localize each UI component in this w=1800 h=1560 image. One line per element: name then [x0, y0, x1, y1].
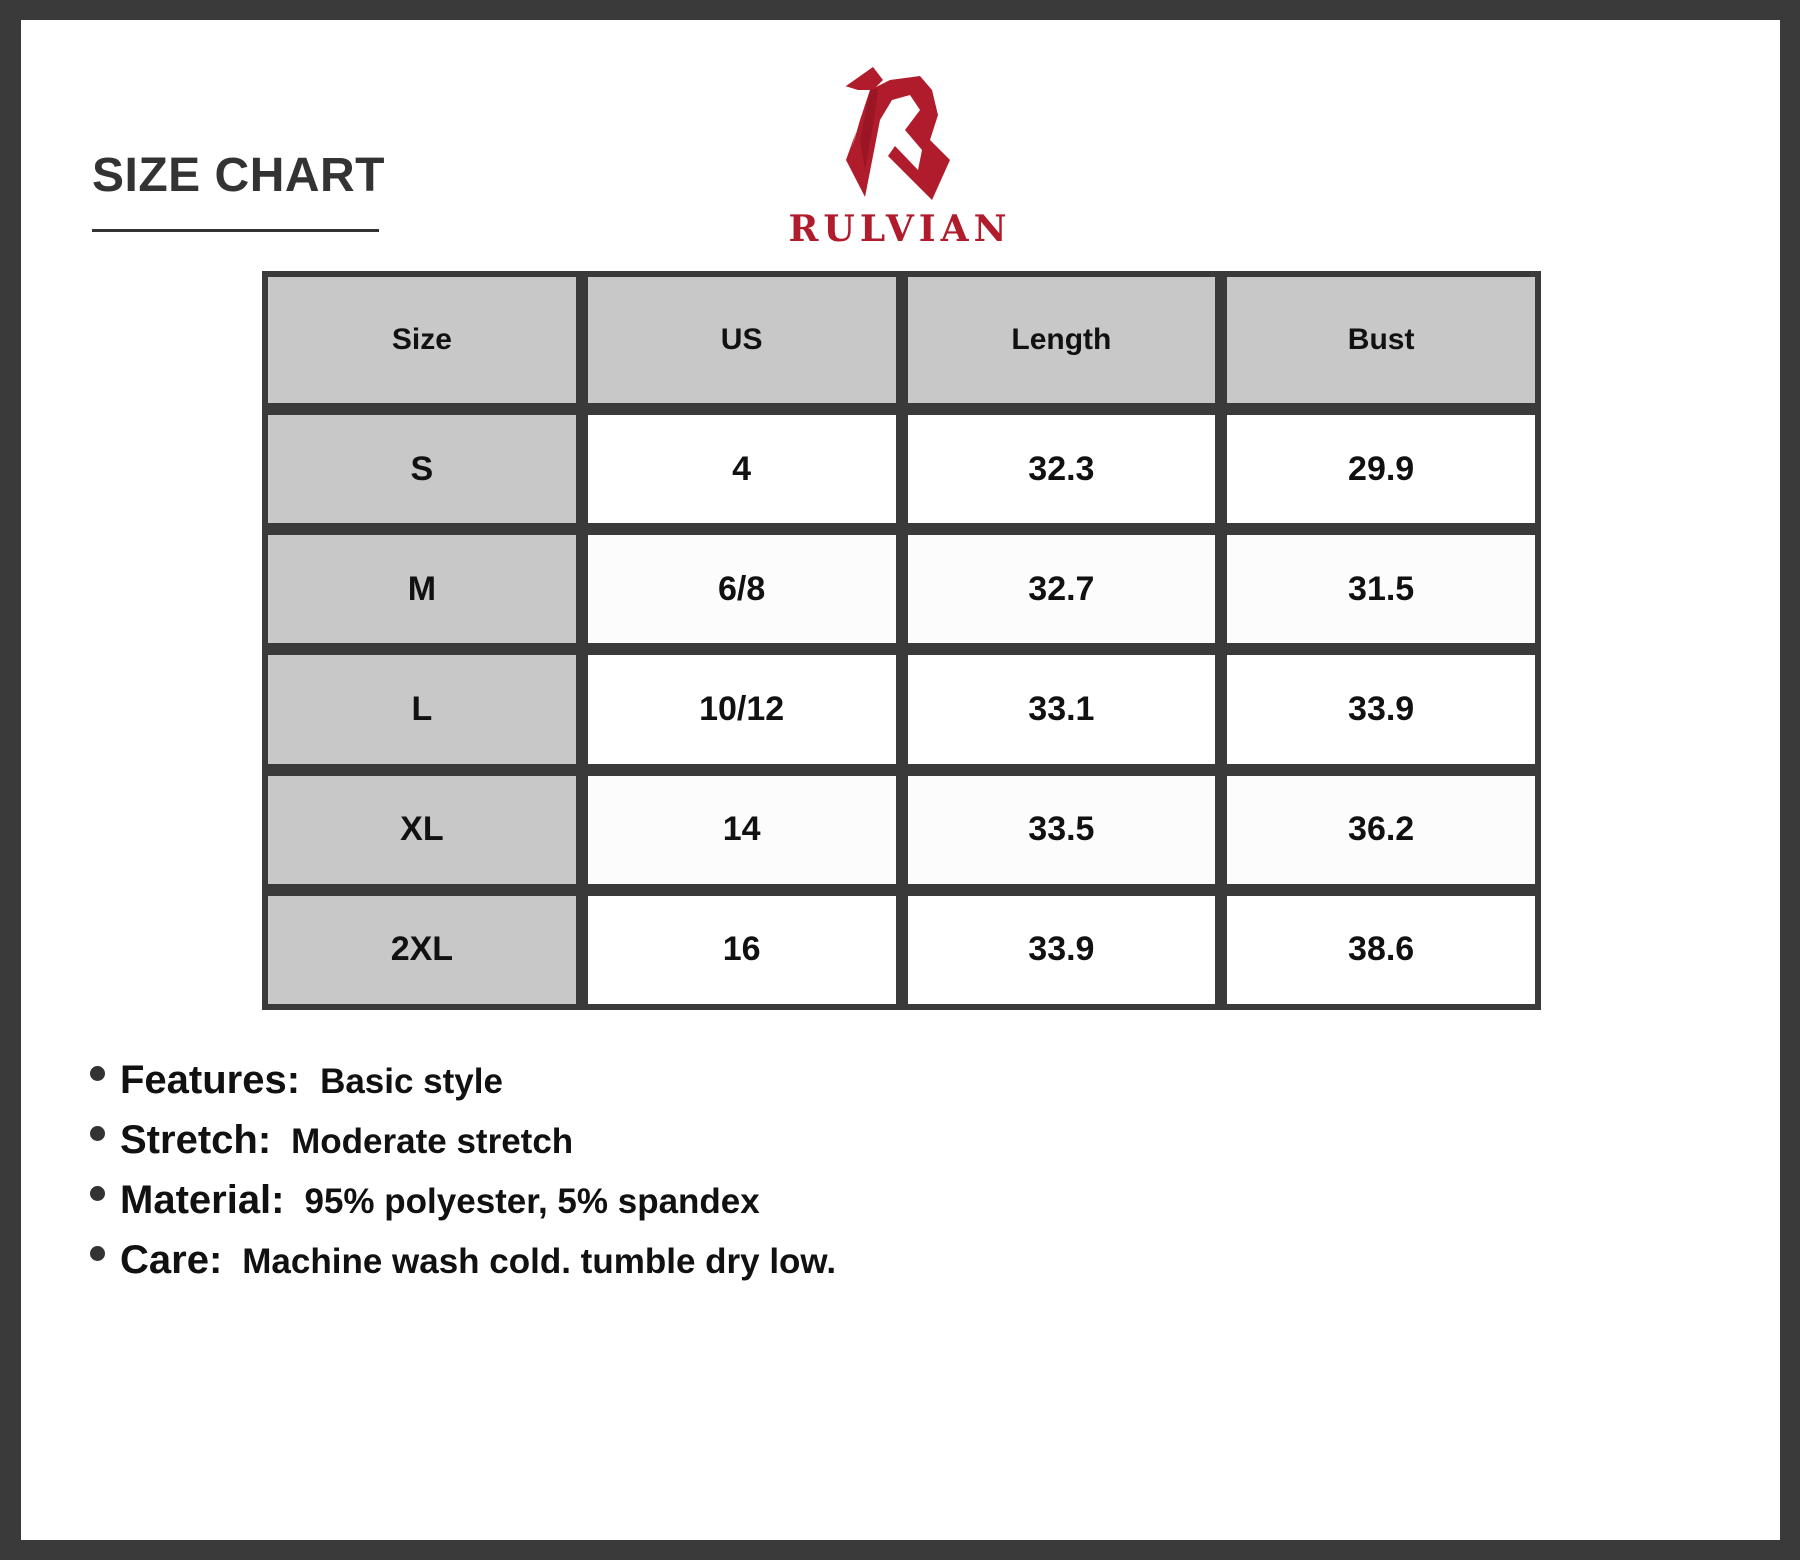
spec-value: Moderate stretch	[291, 1122, 574, 1161]
length-cell: 32.7	[907, 535, 1216, 644]
spec-label: Material:	[120, 1178, 285, 1222]
spec-material: Material: 95% polyester, 5% spandex	[90, 1178, 836, 1238]
spec-value: Machine wash cold. tumble dry low.	[242, 1242, 837, 1281]
header-size: Size	[268, 277, 576, 403]
size-cell: M	[268, 535, 576, 644]
length-cell: 33.5	[907, 775, 1216, 884]
length-cell: 33.1	[907, 655, 1216, 764]
product-specs: Features: Basic style Stretch: Moderate …	[90, 1058, 836, 1298]
bullet-icon	[90, 1126, 105, 1141]
header-us: US	[587, 277, 896, 403]
spec-value: 95% polyester, 5% spandex	[304, 1182, 760, 1221]
spec-value: Basic style	[320, 1062, 503, 1101]
spec-label: Stretch:	[120, 1118, 272, 1162]
size-cell: XL	[268, 775, 576, 884]
us-cell: 16	[587, 895, 896, 1004]
brand-name: RULVIAN	[788, 208, 1012, 250]
size-cell: L	[268, 655, 576, 764]
spec-features: Features: Basic style	[90, 1058, 836, 1118]
bust-cell: 33.9	[1227, 655, 1535, 764]
title-underline	[92, 229, 379, 232]
page-title: SIZE CHART	[92, 149, 385, 202]
bust-cell: 31.5	[1227, 535, 1535, 644]
spec-label: Features:	[120, 1058, 301, 1102]
brand-logo: RULVIAN	[770, 60, 1030, 250]
us-cell: 14	[587, 775, 896, 884]
size-table: Size US Length Bust S 4 32.3 29.9 M 6/8 …	[262, 271, 1541, 1010]
us-cell: 6/8	[587, 535, 896, 644]
us-cell: 4	[587, 415, 896, 524]
bullet-icon	[90, 1066, 105, 1081]
spec-label: Care:	[120, 1238, 223, 1282]
bust-cell: 38.6	[1227, 895, 1535, 1004]
length-cell: 33.9	[907, 895, 1216, 1004]
us-cell: 10/12	[587, 655, 896, 764]
bust-cell: 29.9	[1227, 415, 1535, 524]
r-logo-icon	[845, 67, 950, 200]
size-cell: 2XL	[268, 895, 576, 1004]
header-length: Length	[907, 277, 1216, 403]
bust-cell: 36.2	[1227, 775, 1535, 884]
bullet-icon	[90, 1246, 105, 1261]
bullet-icon	[90, 1186, 105, 1201]
spec-care: Care: Machine wash cold. tumble dry low.	[90, 1238, 836, 1298]
header-bust: Bust	[1227, 277, 1535, 403]
spec-stretch: Stretch: Moderate stretch	[90, 1118, 836, 1178]
size-cell: S	[268, 415, 576, 524]
length-cell: 32.3	[907, 415, 1216, 524]
